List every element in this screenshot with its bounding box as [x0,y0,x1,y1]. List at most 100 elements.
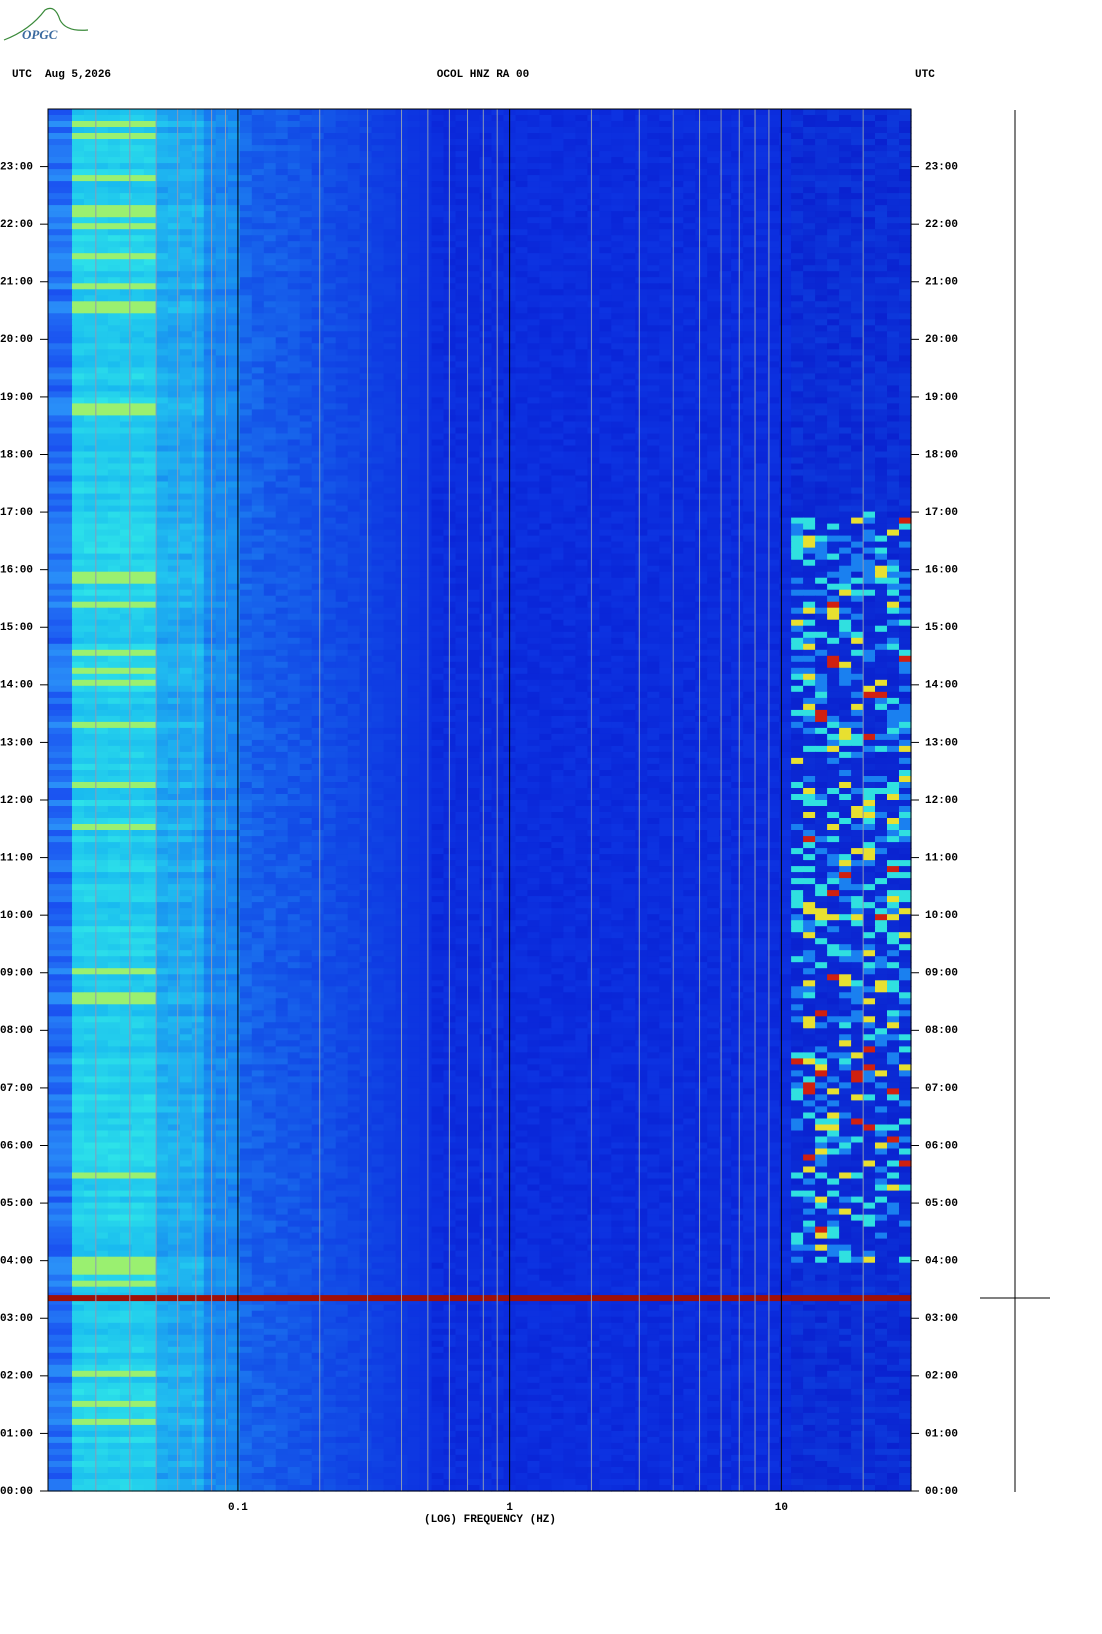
spectrogram-cell [456,259,469,266]
spectrogram-cell [48,175,61,182]
spectrogram-cell [300,265,313,272]
spectrogram-cell [96,265,109,272]
spectrogram-cell [288,235,301,242]
spectrogram-cell [312,163,325,170]
spectrogram-cell [899,283,912,290]
spectrogram-cell [575,241,588,248]
header-left: UTC Aug 5,2026 [12,69,111,81]
spectrogram-cell [432,253,445,260]
spectrogram-cell [899,115,912,122]
spectrogram-cell [96,139,109,146]
spectrogram-cell [288,175,301,182]
spectrogram-cell [132,115,145,122]
spectrogram-cell [252,145,265,152]
spectrogram-cell [899,127,912,134]
spectrogram-cell [312,193,325,200]
spectrogram-cell [132,121,145,128]
spectrogram-cell [863,127,876,134]
spectrogram-cell [563,109,576,116]
spectrogram-cell [899,223,912,230]
spectrogram-cell [84,277,97,284]
spectrogram-cell [144,175,157,182]
spectrogram-cell [96,133,109,140]
spectrogram-cell [420,181,433,188]
spectrogram-cell [539,187,552,194]
spectrogram-cell [516,235,529,242]
spectrogram-cell [48,127,61,134]
spectrogram-cell [216,253,229,260]
spectrogram-cell [635,115,648,122]
spectrogram-cell [336,295,349,302]
spectrogram-cell [551,175,564,182]
spectrogram-cell [120,235,133,242]
spectrogram-cell [192,151,205,158]
spectrogram-cell [252,211,265,218]
spectrogram-cell [276,163,289,170]
spectrogram-cell [623,109,636,116]
spectrogram-cell [611,145,624,152]
spectrogram-cell [312,253,325,260]
spectrogram-cell [240,151,253,158]
spectrogram-cell [108,193,121,200]
spectrogram-cell [372,169,385,176]
spectrogram-cell [659,271,672,278]
spectrogram-cell [384,229,397,236]
spectrogram-cell [432,181,445,188]
spectrogram-cell [575,133,588,140]
spectrogram-cell [539,295,552,302]
spectrogram-cell [324,211,337,218]
spectrogram-cell [132,175,145,182]
spectrogram-cell [72,163,85,170]
spectrogram-cell [755,223,768,230]
spectrogram-cell [887,163,900,170]
spectrogram-cell [863,241,876,248]
spectrogram-cell [659,277,672,284]
spectrogram-cell [300,157,313,164]
spectrogram-cell [599,181,612,188]
spectrogram-cell [48,247,61,254]
spectrogram-cell [204,217,217,224]
spectrogram-cell [60,289,73,296]
spectrogram-cell [683,199,696,206]
spectrogram-cell [599,265,612,272]
spectrogram-cell [48,229,61,236]
spectrogram-cell [623,265,636,272]
spectrogram-cell [695,199,708,206]
spectrogram-cell [312,151,325,158]
spectrogram-cell [516,271,529,278]
spectrogram-cell [348,157,361,164]
spectrogram-cell [264,217,277,224]
spectrogram-cell [408,295,421,302]
spectrogram-cell [731,235,744,242]
spectrogram-cell [527,163,540,170]
spectrogram-cell [887,121,900,128]
spectrogram-cell [192,295,205,302]
spectrogram-cell [899,181,912,188]
spectrogram-cell [468,181,481,188]
spectrogram-cell [72,157,85,164]
spectrogram-cell [192,247,205,254]
spectrogram-cell [863,109,876,116]
spectrogram-cell [240,121,253,128]
spectrogram-cell [360,247,373,254]
spectrogram-cell [791,265,804,272]
spectrogram-cell [432,133,445,140]
spectrogram-cell [360,295,373,302]
spectrogram-cell [683,211,696,218]
spectrogram-cell [516,151,529,158]
spectrogram-cell [420,211,433,218]
spectrogram-cell [791,121,804,128]
spectrogram-cell [755,271,768,278]
spectrogram-cell [180,133,193,140]
spectrogram-cell [863,283,876,290]
spectrogram-cell [96,259,109,266]
spectrogram-cell [492,157,505,164]
spectrogram-cell [731,247,744,254]
spectrogram-cell [875,247,888,254]
spectrogram-cell [336,289,349,296]
spectrogram-cell [120,271,133,278]
spectrogram-cell [863,187,876,194]
spectrogram-cell [84,223,97,230]
spectrogram-cell [647,151,660,158]
spectrogram-cell [456,241,469,248]
